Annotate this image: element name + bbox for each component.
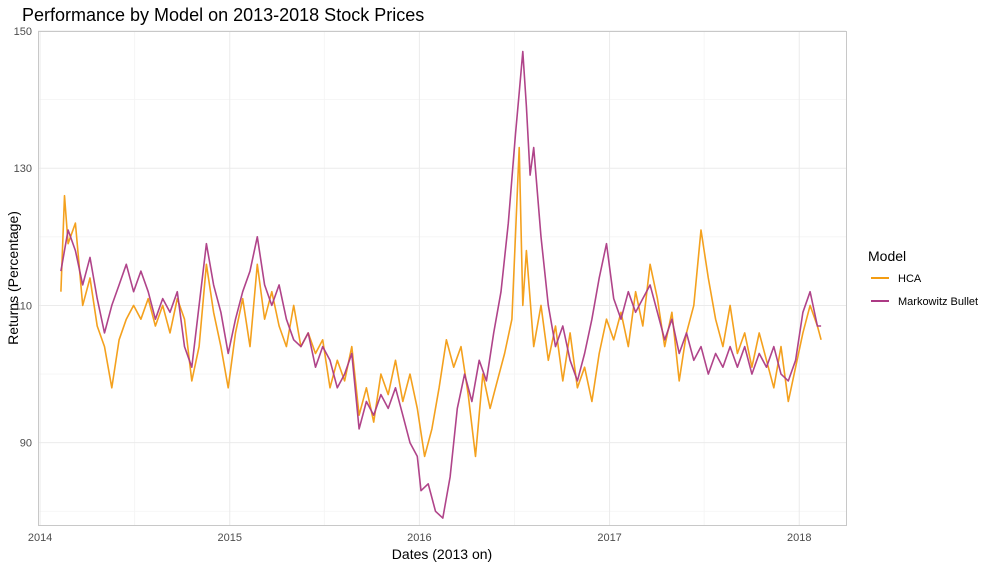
panel-border — [38, 31, 847, 526]
x-tick-label: 2016 — [407, 532, 431, 544]
y-tick-label: 130 — [14, 163, 32, 175]
series-line-markowitz-bullet — [60, 50, 822, 519]
x-tick-label: 2015 — [217, 532, 241, 544]
y-tick-label: 90 — [20, 438, 32, 450]
legend-label-markowitz-bullet: Markowitz Bullet — [898, 296, 978, 308]
x-axis-label: Dates (2013 on) — [392, 546, 492, 562]
y-tick-label: 150 — [14, 26, 32, 38]
x-tick-label: 2018 — [787, 532, 811, 544]
legend-label-hca: HCA — [898, 273, 922, 285]
y-axis-ticks: 90 110 130 150 — [14, 26, 32, 450]
grid — [38, 30, 846, 525]
series-lines — [60, 50, 822, 519]
y-axis-label: Returns (Percentage) — [5, 211, 21, 345]
series-line-hca — [60, 146, 822, 458]
chart-title: Performance by Model on 2013-2018 Stock … — [22, 5, 424, 25]
y-tick-label: 110 — [14, 300, 32, 312]
legend-items: HCA Markowitz Bullet — [871, 273, 978, 308]
x-tick-label: 2017 — [597, 532, 621, 544]
legend: Model HCA Markowitz Bullet — [868, 248, 978, 308]
legend-title: Model — [868, 248, 906, 264]
x-axis-ticks: 2014 2015 2016 2017 2018 — [28, 532, 812, 544]
x-tick-label: 2014 — [28, 532, 52, 544]
